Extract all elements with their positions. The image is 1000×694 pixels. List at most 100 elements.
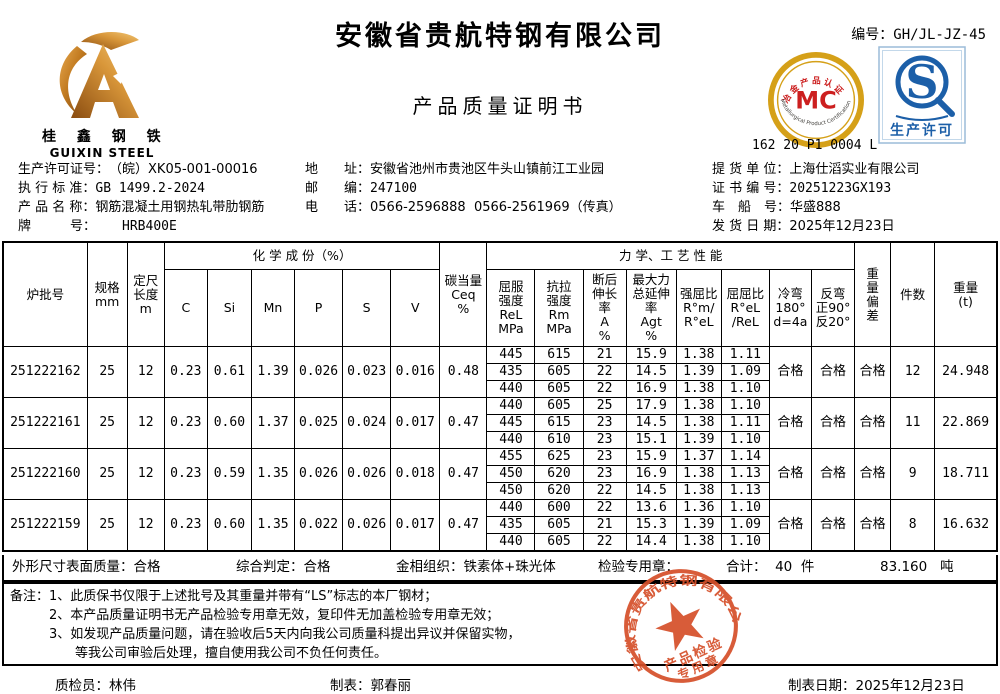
table-cell: 1.37 <box>675 448 722 466</box>
table-row: 445 615 23 14.5 1.38 1.11 <box>3 414 997 432</box>
table-row: 435 605 21 15.3 1.39 1.09 <box>3 516 997 534</box>
col-group-mechanical: 力 学、工 艺 性 能 <box>486 241 856 270</box>
qs-production-license-badge: S 生产许可 <box>878 46 966 148</box>
info-left-value: HRB400E <box>96 219 177 234</box>
table-cell: 1.10 <box>720 397 770 415</box>
info-left-value: 钢筋混凝土用钢热轧带肋钢筋 <box>95 200 265 215</box>
table-cell: 1.38 <box>675 346 722 364</box>
table-cell: 1.11 <box>720 346 770 364</box>
table-cell: 14.5 <box>625 482 677 500</box>
info-right-value: 2025年12月23日 <box>789 219 895 234</box>
table-cell: 0.026 <box>294 346 344 398</box>
table-cell: 15.1 <box>625 431 677 449</box>
table-cell: 合格 <box>768 448 812 500</box>
notes-box: 备注： 1、此质保书仅限于上述批号及其重量并带有“LS”标志的本厂钢材； 2、本产… <box>2 582 998 666</box>
info-right-line: 证 书 编 号： 20251223GX193 <box>712 179 919 198</box>
table-row: 435 605 22 14.5 1.39 1.09 <box>3 363 997 381</box>
table-cell: 1.39 <box>675 431 722 449</box>
table-cell: 合格 <box>854 397 892 449</box>
table-cell: 1.35 <box>250 448 296 500</box>
info-column-left: 生产许可证号： （皖）XK05-001-00016 执 行 标 准： GB 1499.… <box>18 160 264 236</box>
serial-value: GH/JL-JZ-45 <box>893 27 986 43</box>
qs-badge-icon: S 生产许可 <box>878 46 966 144</box>
table-cell: 0.016 <box>390 346 441 398</box>
col-header-weight: 重量 (t) <box>934 241 998 347</box>
table-cell: 251222162 <box>2 346 88 398</box>
qs-label: 生产许可 <box>890 122 954 139</box>
info-middle-line: 邮 编： 247100 <box>305 179 622 198</box>
serial-label: 编号： <box>851 27 894 43</box>
quality-data-table-wrap: 炉批号 规格 mm 定尺 长度 m 化 学 成 份（%） 碳当量 Ceq % 力… <box>2 241 998 552</box>
table-cell: 22 <box>582 363 627 381</box>
note-line: 1、此质保书仅限于上述批号及其重量并带有“LS”标志的本厂钢材； <box>49 589 438 604</box>
table-cell: 合格 <box>810 448 856 500</box>
table-row: 251222161 25 12 0.23 0.60 1.37 0.025 0.024 0.017… <box>2 397 998 449</box>
info-column-middle: 地 址： 安徽省池州市贵池区牛头山镇前江工业园邮 编： 247100 电 话： 0566… <box>305 160 622 217</box>
table-cell: 16.632 <box>934 499 998 552</box>
col-header-weight-deviation: 重 量 偏 差 <box>854 241 892 347</box>
table-cell: 22 <box>582 499 627 517</box>
info-left-value: GB 1499.2-2024 <box>95 181 205 196</box>
info-right-line: 车 船 号： 华盛888 <box>712 198 919 217</box>
table-cell: 23 <box>582 414 627 432</box>
table-row: 450 620 23 16.9 1.38 1.13 <box>3 465 997 483</box>
info-middle-line: 电 话： 0566-2596888 0566-2561969（传真） <box>305 198 622 217</box>
table-cell: 1.39 <box>675 516 722 534</box>
info-middle-label: 电 话： <box>305 200 371 215</box>
table-cell: 1.39 <box>250 346 296 398</box>
table-cell: 1.38 <box>675 414 722 432</box>
table-cell: 1.35 <box>250 499 296 552</box>
table-cell: 12 <box>126 499 165 552</box>
table-cell: 1.13 <box>720 482 770 500</box>
summary-stamp-label: 检验专用章： <box>598 559 679 575</box>
table-cell: 435 <box>486 363 536 381</box>
summary-bar: 外形尺寸表面质量：合格 综合判定：合格 金相组织：铁素体+珠光体 检验专用章： … <box>2 555 998 582</box>
table-cell: 0.47 <box>439 499 488 552</box>
table-cell: 合格 <box>810 346 856 398</box>
table-cell: 1.37 <box>250 397 296 449</box>
table-cell: 15.9 <box>625 346 677 364</box>
info-middle-value: 0566-2596888 0566-2561969（传真） <box>370 200 622 215</box>
table-cell: 440 <box>486 397 536 415</box>
col-header-length: 定尺 长度 m <box>126 241 165 347</box>
info-middle-label: 邮 编： <box>305 181 371 196</box>
table-cell: 16.9 <box>625 465 677 483</box>
col-header-rel: 屈服 强度 ReL MPa <box>486 269 536 347</box>
table-cell: 0.23 <box>163 499 208 552</box>
table-cell: 1.10 <box>720 533 770 552</box>
table-cell: 22 <box>582 533 627 552</box>
table-cell: 435 <box>486 516 536 534</box>
table-cell: 21 <box>582 346 627 364</box>
table-cell: 440 <box>486 533 536 552</box>
col-header-a: 断后 伸长 率 A % <box>582 269 627 347</box>
table-cell: 251222159 <box>2 499 88 552</box>
table-cell: 440 <box>486 499 536 517</box>
table-cell: 1.38 <box>675 533 722 552</box>
summary-total-pieces: 合计： 40 件 <box>726 559 815 575</box>
table-cell: 625 <box>534 448 584 466</box>
table-cell: 12 <box>126 397 165 449</box>
table-cell: 605 <box>534 516 584 534</box>
table-cell: 15.9 <box>625 448 677 466</box>
table-cell: 0.018 <box>390 448 441 500</box>
note-line: 2、本产品质量证明书无产品检验专用章无效，复印件无加盖检验专用章无效； <box>49 608 500 623</box>
table-cell: 0.47 <box>439 448 488 500</box>
table-cell: 1.10 <box>720 499 770 517</box>
info-right-label: 发 货 日 期： <box>712 219 790 234</box>
table-cell: 1.10 <box>720 380 770 398</box>
table-cell: 合格 <box>810 397 856 449</box>
col-header-rel-ratio: 屈屈比 R°eL /ReL <box>720 269 770 347</box>
info-left-label: 执 行 标 准： <box>18 181 96 196</box>
table-cell: 16.9 <box>625 380 677 398</box>
logo-en-text: GUIXIN STEEL <box>49 146 155 160</box>
document-title: 产品质量证明书 <box>412 94 588 118</box>
table-cell: 1.14 <box>720 448 770 466</box>
table-body: 251222162 25 12 0.23 0.61 1.39 0.026 0.023 0.016… <box>2 346 998 552</box>
summary-surface-quality: 外形尺寸表面质量：合格 <box>12 559 161 575</box>
table-cell: 1.13 <box>720 465 770 483</box>
table-cell: 1.09 <box>720 363 770 381</box>
table-cell: 22 <box>582 482 627 500</box>
table-cell: 17.9 <box>625 397 677 415</box>
table-cell: 合格 <box>854 448 892 500</box>
